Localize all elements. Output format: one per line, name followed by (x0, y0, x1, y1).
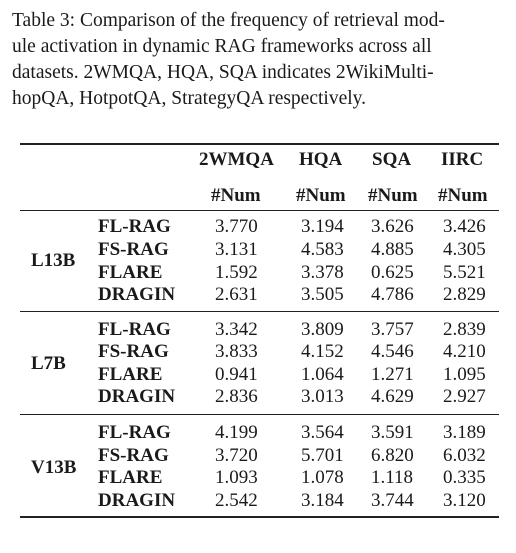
group-label-v13b: V13B (31, 457, 77, 478)
group-label-l7b: L7B (31, 353, 66, 374)
value-cell: 3.131 (215, 239, 258, 260)
method-label: FS-RAG (98, 239, 169, 260)
group-rule (20, 311, 499, 312)
caption-line: datasets. 2WMQA, HQA, SQA indicates 2Wik… (12, 62, 434, 83)
value-cell: 2.829 (443, 284, 486, 305)
caption-line: Table 3: Comparison of the frequency of … (12, 10, 445, 31)
method-label: DRAGIN (98, 490, 176, 511)
value-cell: 1.095 (443, 364, 486, 385)
value-cell: 1.118 (371, 467, 414, 488)
value-cell: 0.335 (443, 467, 486, 488)
method-label: FS-RAG (98, 445, 169, 466)
value-cell: 2.631 (215, 284, 258, 305)
header-iirc: IIRC (441, 149, 484, 170)
value-cell: 3.013 (301, 386, 344, 407)
top-rule (20, 143, 499, 145)
value-cell: 1.093 (215, 467, 258, 488)
group-rule (20, 414, 499, 415)
value-cell: 3.342 (215, 319, 258, 340)
value-cell: 6.032 (443, 445, 486, 466)
value-cell: 4.305 (443, 239, 486, 260)
header-sqa: SQA (372, 149, 412, 170)
value-cell: 3.194 (301, 216, 344, 237)
value-cell: 3.720 (215, 445, 258, 466)
value-cell: 1.271 (371, 364, 414, 385)
value-cell: 3.809 (301, 319, 344, 340)
value-cell: 3.564 (301, 422, 344, 443)
value-cell: 0.941 (215, 364, 258, 385)
table-caption: Table 3: Comparison of the frequency of … (12, 8, 508, 112)
subheader-2wmqa: #Num (211, 185, 261, 206)
method-label: FL-RAG (98, 216, 171, 237)
value-cell: 3.189 (443, 422, 486, 443)
bottom-rule (20, 516, 499, 518)
value-cell: 4.583 (301, 239, 344, 260)
value-cell: 5.521 (443, 262, 486, 283)
method-label: FLARE (98, 467, 163, 488)
value-cell: 2.542 (215, 490, 258, 511)
subheader-sqa: #Num (368, 185, 418, 206)
value-cell: 4.210 (443, 341, 486, 362)
subheader-hqa: #Num (296, 185, 346, 206)
value-cell: 4.629 (371, 386, 414, 407)
value-cell: 5.701 (301, 445, 344, 466)
value-cell: 6.820 (371, 445, 414, 466)
method-label: DRAGIN (98, 284, 176, 305)
value-cell: 1.592 (215, 262, 258, 283)
value-cell: 2.839 (443, 319, 486, 340)
method-label: FS-RAG (98, 341, 169, 362)
value-cell: 1.078 (301, 467, 344, 488)
value-cell: 3.626 (371, 216, 414, 237)
value-cell: 3.184 (301, 490, 344, 511)
subheader-iirc: #Num (438, 185, 488, 206)
value-cell: 4.885 (371, 239, 414, 260)
value-cell: 3.426 (443, 216, 486, 237)
value-cell: 3.757 (371, 319, 414, 340)
value-cell: 3.744 (371, 490, 414, 511)
caption-line: hopQA, HotpotQA, StrategyQA respectively… (12, 88, 367, 109)
value-cell: 3.591 (371, 422, 414, 443)
caption-line: ule activation in dynamic RAG frameworks… (12, 36, 432, 57)
header-rule (20, 210, 499, 211)
value-cell: 2.836 (215, 386, 258, 407)
method-label: FLARE (98, 262, 163, 283)
value-cell: 0.625 (371, 262, 414, 283)
value-cell: 4.786 (371, 284, 414, 305)
header-2wmqa: 2WMQA (199, 149, 274, 170)
method-label: DRAGIN (98, 386, 176, 407)
value-cell: 1.064 (301, 364, 344, 385)
method-label: FL-RAG (98, 319, 171, 340)
value-cell: 4.152 (301, 341, 344, 362)
value-cell: 3.833 (215, 341, 258, 362)
method-label: FLARE (98, 364, 163, 385)
value-cell: 2.927 (443, 386, 486, 407)
value-cell: 3.120 (443, 490, 486, 511)
group-label-l13b: L13B (31, 250, 76, 271)
value-cell: 3.505 (301, 284, 344, 305)
method-label: FL-RAG (98, 422, 171, 443)
value-cell: 4.546 (371, 341, 414, 362)
value-cell: 4.199 (215, 422, 258, 443)
header-hqa: HQA (299, 149, 343, 170)
value-cell: 3.378 (301, 262, 344, 283)
value-cell: 3.770 (215, 216, 258, 237)
